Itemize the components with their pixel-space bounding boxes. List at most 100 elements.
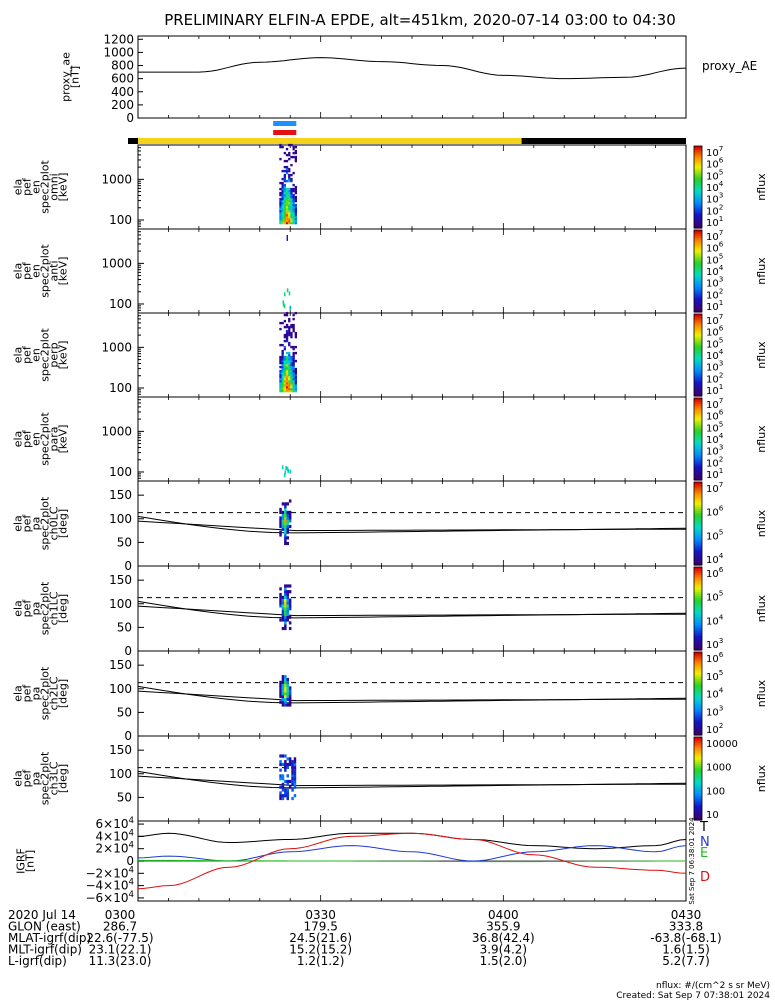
pa-spectrogram-cell — [293, 765, 297, 769]
spectrogram-cell — [290, 215, 293, 219]
spectrogram-cell — [283, 151, 286, 155]
ylabel-line: [nT] — [69, 66, 82, 88]
colorbar-swatch — [694, 301, 702, 305]
spectrogram-cell — [288, 371, 291, 375]
pa-spectrogram-cell — [284, 519, 287, 523]
spectrogram-cell — [292, 323, 295, 327]
spectrogram-cell — [285, 159, 289, 163]
orbit-row-value: 286.7 — [103, 920, 137, 934]
colorbar-swatch — [694, 521, 702, 525]
colorbar-swatch — [694, 207, 702, 211]
colorbar-swatch — [694, 166, 702, 170]
pa-spectrogram-cell — [288, 598, 292, 602]
spectrogram-cell — [292, 387, 295, 391]
colorbar-swatch — [694, 387, 702, 391]
spectrogram-cell — [281, 361, 284, 365]
science-zone-blue — [273, 121, 297, 126]
colorbar-tick-label: 103 — [706, 191, 723, 206]
ylabel-line: [keV] — [57, 425, 70, 454]
pa-spectrogram-cell — [286, 592, 289, 597]
pa-spectrogram-cell — [286, 612, 289, 616]
spectrogram-cell — [279, 387, 282, 391]
colorbar-swatch — [694, 195, 702, 198]
colorbar-swatch — [694, 213, 702, 217]
pa-spectrogram-cell — [284, 539, 287, 543]
spectrogram-cell — [294, 389, 297, 393]
pa-spectrogram-cell — [284, 765, 287, 769]
spectrogram-cell — [290, 173, 293, 177]
pa-panel-frame-1 — [137, 565, 687, 652]
ylabel-line: perp — [48, 342, 61, 367]
spectrogram-cell — [294, 211, 297, 215]
pa-spectrogram-cell — [293, 757, 297, 761]
pa-spectrogram-cell — [281, 782, 285, 786]
colorbar-swatch — [694, 365, 702, 368]
spectrogram-cell — [283, 187, 286, 191]
spectrogram-cell — [285, 169, 289, 173]
spectrogram-cell — [283, 175, 286, 179]
colorbar-tick-label: 103 — [706, 275, 723, 290]
spectrogram-cell — [283, 365, 286, 369]
spectrogram-cell — [294, 377, 297, 381]
colorbar-swatch — [694, 262, 702, 266]
colorbar-swatch — [694, 776, 702, 780]
spectrogram-cell — [283, 369, 286, 373]
ylabel-line: [deg] — [57, 764, 70, 793]
ylabel-line: proxy_ae — [60, 52, 73, 102]
spectrogram-cell — [285, 323, 289, 327]
colorbar-swatch — [694, 244, 702, 247]
pa-spectrogram-cell — [284, 760, 287, 764]
ae-ytick-label: 200 — [111, 98, 134, 112]
colorbar-swatch — [694, 710, 702, 713]
colorbar-swatch — [694, 672, 702, 676]
pa-spectrogram-cell — [291, 774, 294, 778]
spectrogram-cell — [283, 159, 286, 163]
colorbar-swatch — [694, 674, 702, 678]
spectrogram-cell — [292, 327, 295, 331]
spectrogram-cell — [279, 193, 282, 197]
spectrogram-cell — [283, 375, 286, 379]
pa-spectrogram-cell — [293, 782, 297, 786]
colorbar-swatch — [694, 453, 702, 456]
pa-ytick-label: 0 — [124, 729, 132, 743]
spectrogram-cell — [279, 213, 282, 217]
colorbar-tick-label: 104 — [706, 179, 724, 194]
colorbar-swatch — [694, 199, 702, 202]
spectrogram-cell — [292, 171, 295, 175]
orbit-row-value: 0330 — [305, 908, 336, 922]
spectrogram-cell — [290, 199, 293, 203]
colorbar-swatch — [694, 363, 702, 366]
colorbar-swatch — [694, 567, 702, 570]
spectrogram-cell — [285, 221, 289, 225]
pa-spectrogram-cell — [279, 680, 282, 684]
spectrogram-cell — [285, 335, 289, 339]
spectrogram-cell — [285, 213, 289, 217]
spectrogram-cell — [292, 193, 295, 197]
colorbar-swatch — [694, 708, 702, 711]
colorbar-swatch — [694, 373, 702, 377]
pa-spectrogram-cell — [279, 587, 282, 591]
spectrogram-cell — [294, 331, 297, 335]
colorbar-swatch — [694, 322, 702, 325]
pa-spectrogram-cell — [288, 604, 292, 608]
colorbar-swatch — [694, 753, 702, 757]
colorbar-swatch — [694, 774, 702, 778]
spectrogram-cell — [294, 205, 297, 209]
colorbar-tick-label: 102 — [706, 202, 723, 217]
spectrogram-cell — [285, 371, 289, 375]
pa-spectrogram-cell — [288, 760, 292, 764]
spectrogram-cell — [288, 219, 291, 223]
spectrogram-cell — [287, 468, 289, 473]
pa-spectrogram-cell — [286, 516, 289, 520]
pa-spectrogram-cell — [281, 754, 285, 758]
colorbar-swatch — [694, 793, 702, 796]
spectrogram-cell — [292, 215, 295, 219]
pa-spectrogram-cell — [286, 609, 289, 614]
pa-spectrogram-cell — [281, 604, 285, 608]
ylabel-line: [deg] — [57, 509, 70, 538]
spectrogram-cell — [284, 470, 287, 475]
